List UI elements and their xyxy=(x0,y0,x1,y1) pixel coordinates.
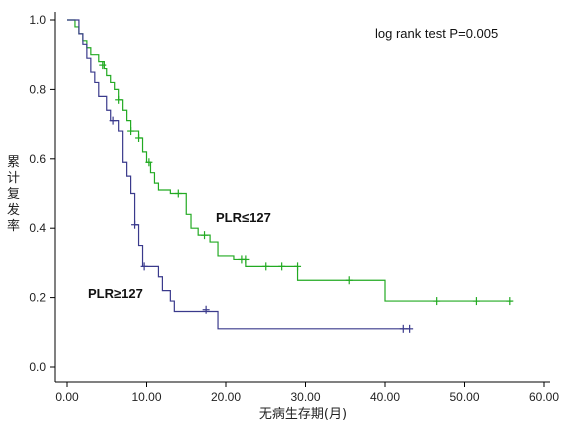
y-tick-label: 0.6 xyxy=(29,152,46,166)
survival-step-line xyxy=(67,19,409,330)
series-0 xyxy=(67,19,514,306)
censor-mark xyxy=(406,324,414,333)
y-axis-title: 累计复发率 xyxy=(7,155,20,234)
x-tick-label: 60.00 xyxy=(529,390,559,404)
censor-mark xyxy=(506,297,514,306)
censor-mark xyxy=(294,262,302,271)
censor-mark xyxy=(145,158,153,167)
censor-mark xyxy=(99,61,107,70)
y-tick-label: 0.4 xyxy=(29,221,46,235)
y-tick-label: 1.0 xyxy=(29,13,46,27)
censor-mark xyxy=(201,231,209,240)
x-tick-label: 30.00 xyxy=(290,390,320,404)
series-1 xyxy=(67,19,414,333)
y-tick-label: 0.0 xyxy=(29,360,46,374)
ticks: 0.00 10.00 20.00 30.00 40.00 50.00 60.00 0.0 0.2… xyxy=(29,13,559,404)
censor-mark xyxy=(202,305,210,314)
y-tick-label: 0.8 xyxy=(29,82,46,96)
x-tick-label: 0.00 xyxy=(55,390,79,404)
censor-mark xyxy=(131,220,139,229)
y-tick-label: 0.2 xyxy=(29,291,46,305)
censor-mark xyxy=(115,95,123,104)
labels: log rank test P=0.005 无病生存期(月) PLR≤127 P… xyxy=(7,26,498,422)
x-tick-label: 20.00 xyxy=(211,390,241,404)
censor-mark xyxy=(127,127,135,136)
survival-step-line xyxy=(67,19,513,302)
x-axis-title: 无病生存期(月) xyxy=(259,407,347,422)
censor-mark xyxy=(262,262,270,271)
censor-mark xyxy=(242,255,250,264)
censor-mark xyxy=(278,262,286,271)
series-label-plr-high: PLR≥127 xyxy=(88,286,143,301)
censor-mark xyxy=(135,133,143,142)
censor-mark xyxy=(140,262,148,271)
series-group xyxy=(67,19,514,333)
censor-mark xyxy=(472,297,480,306)
censor-mark xyxy=(433,297,441,306)
censor-mark xyxy=(174,189,182,198)
x-tick-label: 40.00 xyxy=(370,390,400,404)
log-rank-annotation: log rank test P=0.005 xyxy=(375,26,498,41)
x-tick-label: 50.00 xyxy=(449,390,479,404)
series-label-plr-low: PLR≤127 xyxy=(216,210,271,225)
axes xyxy=(54,12,550,383)
censor-mark xyxy=(399,324,407,333)
censor-mark xyxy=(345,276,353,285)
x-tick-label: 10.00 xyxy=(131,390,161,404)
censor-mark xyxy=(109,116,117,125)
